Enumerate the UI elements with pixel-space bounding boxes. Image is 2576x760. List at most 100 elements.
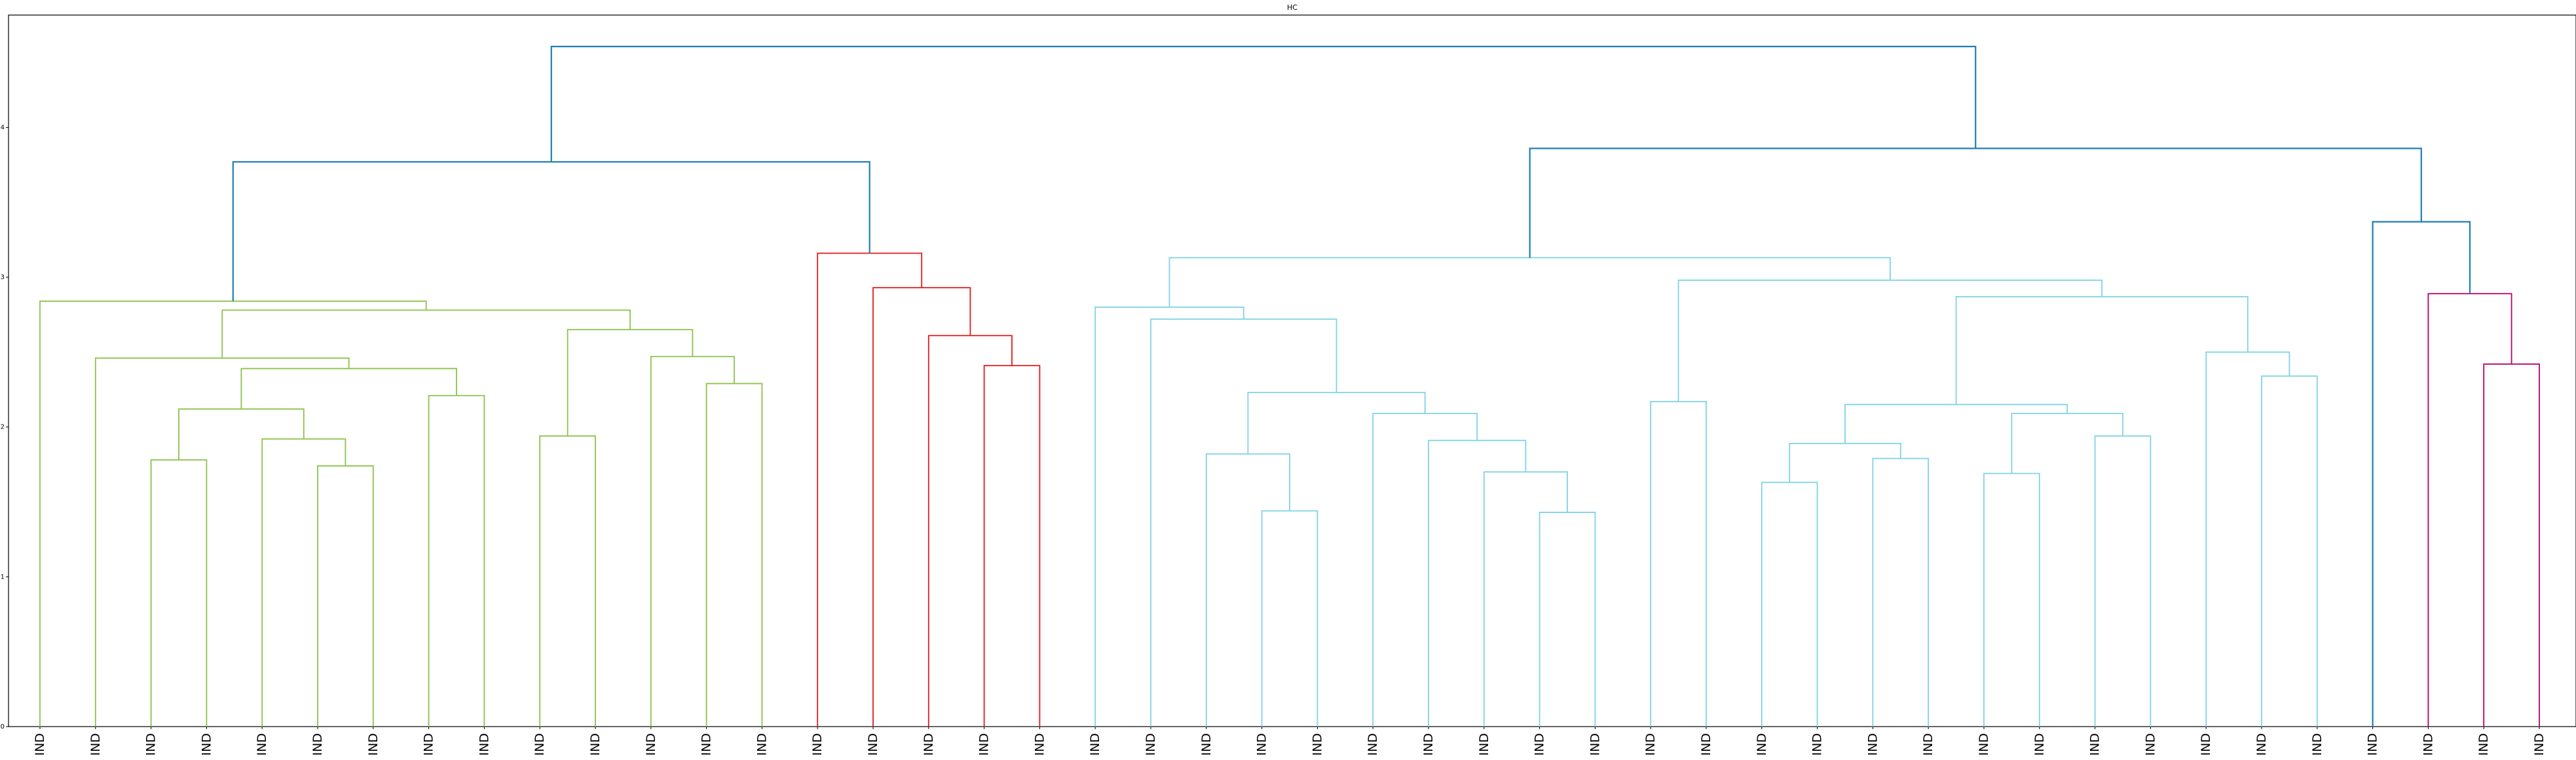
leaf-label: IND bbox=[88, 733, 103, 755]
dendrogram-link bbox=[2372, 221, 2471, 727]
dendrogram-link bbox=[1483, 471, 1568, 727]
dendrogram-link bbox=[2427, 293, 2512, 727]
dendrogram-link bbox=[94, 357, 350, 727]
dendrogram-link bbox=[428, 394, 485, 727]
dendrogram-link bbox=[872, 287, 971, 727]
dendrogram-link bbox=[240, 368, 457, 409]
leaf-label: IND bbox=[2088, 733, 2102, 755]
dendrogram-link bbox=[1247, 392, 1426, 454]
leaf-label: IND bbox=[588, 733, 603, 755]
dendrogram-link bbox=[232, 161, 870, 301]
dendrogram-link bbox=[1150, 318, 1337, 727]
x-axis: IND IND IND IND IND IND IND IND IND IND IND IND IND I… bbox=[33, 727, 2547, 755]
leaf-label: IND bbox=[422, 733, 436, 755]
plot-frame bbox=[8, 14, 2576, 727]
dendrogram-link bbox=[2483, 363, 2540, 727]
dendrogram-link bbox=[221, 309, 631, 358]
dendrogram-link bbox=[261, 438, 346, 727]
dendrogram-link bbox=[1168, 257, 1891, 307]
dendrogram-link bbox=[1428, 440, 1527, 727]
leaf-label: IND bbox=[2532, 733, 2547, 755]
leaf-label: IND bbox=[1310, 733, 1324, 755]
dendrogram-link bbox=[2011, 413, 2123, 474]
leaf-label: IND bbox=[2199, 733, 2213, 755]
dendrogram-link bbox=[817, 252, 923, 727]
dendrogram-link bbox=[1372, 413, 1478, 727]
dendrogram-link bbox=[39, 300, 427, 727]
dendrogram-link bbox=[1529, 147, 2422, 258]
leaf-label: IND bbox=[366, 733, 381, 755]
dendrogram-link bbox=[1094, 306, 1244, 727]
leaf-label: IND bbox=[644, 733, 658, 755]
leaf-label: IND bbox=[1088, 733, 1102, 755]
leaf-label: IND bbox=[1699, 733, 1713, 755]
leaf-label: IND bbox=[922, 733, 936, 755]
dendrogram-link bbox=[150, 459, 208, 727]
y-tick-label: 4 bbox=[1, 124, 5, 131]
dendrogram-link bbox=[317, 465, 374, 727]
dendrogram-link bbox=[2205, 351, 2290, 727]
dendrogram-link bbox=[983, 365, 1041, 727]
dendrogram-link bbox=[539, 435, 596, 727]
y-tick-label: 3 bbox=[1, 274, 5, 281]
leaf-label: IND bbox=[1421, 733, 1436, 755]
leaf-label: IND bbox=[866, 733, 880, 755]
dendrogram-links bbox=[39, 45, 2540, 727]
leaf-label: IND bbox=[2143, 733, 2157, 755]
leaf-label: IND bbox=[1865, 733, 1880, 755]
leaf-label: IND bbox=[1255, 733, 1269, 755]
y-tick-label: 2 bbox=[1, 424, 5, 431]
leaf-label: IND bbox=[977, 733, 992, 755]
leaf-label: IND bbox=[810, 733, 825, 755]
leaf-label: IND bbox=[1144, 733, 1158, 755]
dendrogram-link bbox=[1677, 279, 2103, 402]
y-tick-label: 0 bbox=[1, 723, 5, 731]
leaf-label: IND bbox=[2254, 733, 2269, 755]
leaf-label: IND bbox=[477, 733, 491, 755]
leaf-label: IND bbox=[144, 733, 159, 755]
dendrogram-link bbox=[567, 329, 694, 436]
dendrogram-link bbox=[1205, 453, 1290, 727]
leaf-label: IND bbox=[1810, 733, 1825, 755]
leaf-label: IND bbox=[2476, 733, 2491, 755]
dendrogram-link bbox=[1844, 404, 2068, 444]
dendrogram-link bbox=[1789, 442, 1901, 483]
leaf-label: IND bbox=[1032, 733, 1047, 755]
dendrogram-link bbox=[927, 335, 1013, 727]
leaf-label: IND bbox=[700, 733, 714, 755]
dendrogram-link bbox=[1650, 400, 1707, 727]
dendrogram-link bbox=[1261, 510, 1318, 727]
dendrogram-link bbox=[1539, 512, 1596, 727]
dendrogram-link bbox=[650, 356, 735, 727]
dendrogram-link bbox=[705, 383, 763, 727]
leaf-label: IND bbox=[1588, 733, 1602, 755]
leaf-label: IND bbox=[2421, 733, 2435, 755]
dendrogram-link bbox=[1872, 457, 1930, 727]
dendrogram-link bbox=[2094, 435, 2152, 727]
leaf-label: IND bbox=[755, 733, 769, 755]
leaf-label: IND bbox=[255, 733, 269, 755]
dendrogram-link bbox=[2261, 375, 2318, 727]
leaf-label: IND bbox=[2310, 733, 2324, 755]
dendrogram-link bbox=[1983, 472, 2040, 727]
leaf-label: IND bbox=[532, 733, 547, 755]
leaf-label: IND bbox=[310, 733, 325, 755]
dendrogram-link bbox=[178, 408, 305, 461]
leaf-label: IND bbox=[1755, 733, 1769, 755]
y-tick-label: 1 bbox=[1, 573, 5, 580]
y-axis: 0 1 2 3 4 bbox=[1, 124, 9, 731]
dendrogram-link bbox=[1761, 482, 1818, 727]
leaf-label: IND bbox=[2366, 733, 2380, 755]
chart-title: HC bbox=[1287, 3, 1297, 12]
leaf-label: IND bbox=[1643, 733, 1658, 755]
leaf-label: IND bbox=[1477, 733, 1491, 755]
leaf-label: IND bbox=[199, 733, 214, 755]
leaf-label: IND bbox=[33, 733, 47, 755]
leaf-label: IND bbox=[2032, 733, 2047, 755]
leaf-label: IND bbox=[1977, 733, 1991, 755]
dendrogram-link bbox=[1955, 295, 2249, 405]
leaf-label: IND bbox=[1366, 733, 1380, 755]
leaf-label: IND bbox=[1921, 733, 1935, 755]
dendrogram-link bbox=[550, 45, 1977, 162]
